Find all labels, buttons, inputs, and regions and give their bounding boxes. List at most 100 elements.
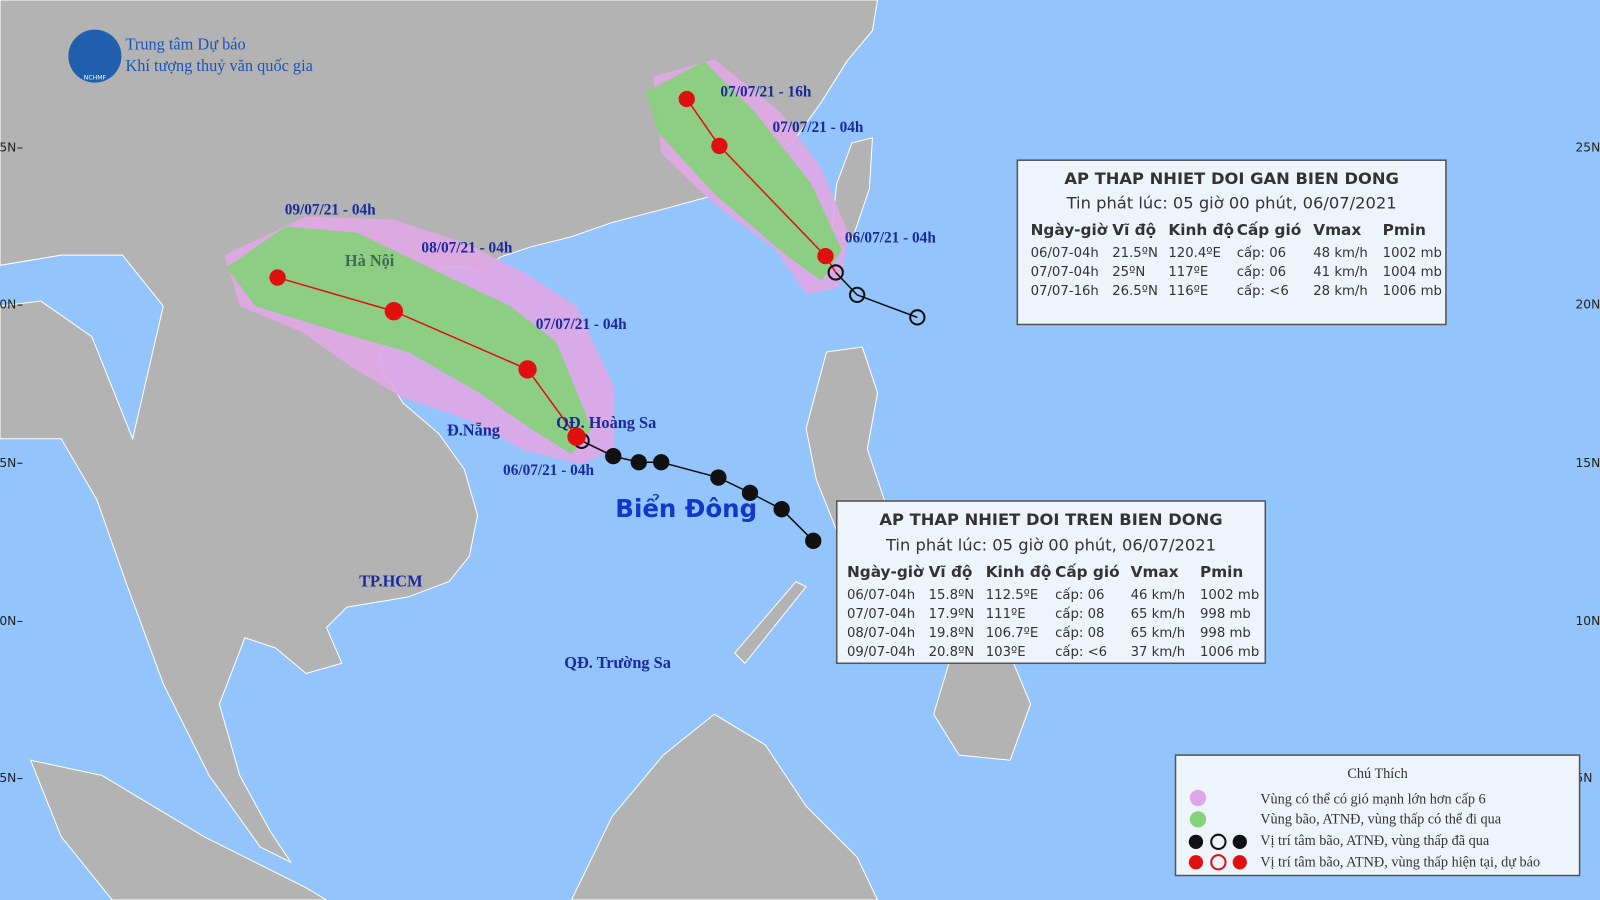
- table-cell: 1004 mb: [1383, 265, 1442, 280]
- forecast-track: [277, 276, 578, 438]
- lat-label: 25N: [0, 140, 16, 154]
- track-label: 09/07/21 - 04h: [285, 202, 376, 219]
- table-cell: 65 km/h: [1131, 626, 1186, 641]
- table-cell: 06/07-04h: [1031, 246, 1099, 261]
- column-header: Vĩ độ: [929, 563, 973, 581]
- table-cell: 25ºN: [1112, 265, 1145, 280]
- table-cell: cấp: 06: [1237, 264, 1286, 280]
- table-cell: 07/07-04h: [847, 607, 915, 622]
- track-label: 06/07/21 - 04h: [503, 462, 594, 479]
- land-asia: [0, 0, 879, 864]
- legend-item: Vùng có thể có gió mạnh lớn hơn cấp 6: [1260, 791, 1485, 807]
- forecast-track: [686, 98, 837, 273]
- header-line: Khí tượng thuỷ văn quốc gia: [126, 56, 314, 75]
- table-cell: cấp: 06: [1055, 587, 1104, 603]
- table-cell: 1006 mb: [1200, 645, 1259, 660]
- track-label: 07/07/21 - 16h: [720, 83, 811, 100]
- table-cell: 09/07-04h: [847, 645, 915, 660]
- table-cell: 111ºE: [986, 607, 1026, 622]
- table-cell: 48 km/h: [1313, 246, 1368, 261]
- table-cell: 106.7ºE: [986, 626, 1039, 641]
- lat-label: 15N: [1576, 456, 1600, 470]
- lat-label: 20N: [1576, 298, 1600, 312]
- logo: [68, 29, 122, 83]
- column-header: Ngày-giờ: [1031, 221, 1108, 239]
- land-taiwan: [831, 137, 873, 241]
- table-cell: 65 km/h: [1131, 607, 1186, 622]
- table-cell: 07/07-04h: [1031, 265, 1099, 280]
- lat-label: 10N: [0, 614, 16, 628]
- table-cell: 116ºE: [1168, 284, 1208, 299]
- box-title: AP THAP NHIET DOI TREN BIEN DONG: [879, 510, 1222, 529]
- land-borneo: [570, 713, 879, 900]
- column-header: Kinh độ: [1168, 221, 1234, 239]
- legend-item: Vùng bão, ATNĐ, vùng thấp có thể đi qua: [1260, 812, 1502, 828]
- table-cell: 41 km/h: [1313, 265, 1368, 280]
- cone-track: [226, 226, 592, 455]
- box-title: AP THAP NHIET DOI GAN BIEN DONG: [1064, 169, 1399, 188]
- lat-label: 15N: [0, 456, 16, 470]
- info-box: AP THAP NHIET DOI GAN BIEN DONG Tin phát…: [1016, 159, 1447, 326]
- logo-text: NCHMF: [84, 75, 107, 82]
- table-cell: 112.5ºE: [986, 588, 1039, 603]
- lat-label: 10N: [1576, 614, 1600, 628]
- box-issued: Tin phát lúc: 05 giờ 00 phút, 06/07/2021: [1066, 194, 1397, 213]
- place-label: QĐ. Trường Sa: [564, 653, 671, 672]
- track-label: 07/07/21 - 04h: [772, 119, 863, 136]
- table-cell: 103ºE: [986, 645, 1026, 660]
- lat-label: 20N: [0, 298, 16, 312]
- lat-label: 25N: [1576, 140, 1600, 154]
- table-cell: 46 km/h: [1131, 588, 1186, 603]
- column-header: Cấp gió: [1237, 221, 1302, 239]
- table-cell: 08/07-04h: [847, 626, 915, 641]
- table-cell: 1002 mb: [1383, 246, 1442, 261]
- table-cell: 21.5ºN: [1112, 246, 1158, 261]
- place-label: Hà Nội: [345, 251, 395, 270]
- table-cell: 06/07-04h: [847, 588, 915, 603]
- table-cell: cấp: <6: [1237, 283, 1289, 299]
- table-cell: 19.8ºN: [929, 626, 975, 641]
- column-header: Kinh độ: [986, 563, 1052, 581]
- table-cell: cấp: 06: [1237, 245, 1286, 261]
- column-header: Ngày-giờ: [847, 563, 924, 581]
- column-header: Vmax: [1313, 221, 1361, 239]
- column-header: Pmin: [1383, 221, 1426, 239]
- table-cell: 117ºE: [1168, 265, 1208, 280]
- table-cell: 998 mb: [1200, 626, 1251, 641]
- table-cell: cấp: 08: [1055, 625, 1104, 641]
- table-cell: 1006 mb: [1383, 284, 1442, 299]
- table-cell: 998 mb: [1200, 607, 1251, 622]
- table-cell: cấp: 08: [1055, 606, 1104, 622]
- latitude-labels: 25N25N20N20N15N15N10N10N5N5N: [0, 140, 1600, 785]
- table-cell: 37 km/h: [1131, 645, 1186, 660]
- track-label: 08/07/21 - 04h: [421, 239, 512, 256]
- place-label: QĐ. Hoàng Sa: [556, 413, 656, 432]
- table-cell: 120.4ºE: [1168, 246, 1221, 261]
- legend-title: Chú Thích: [1347, 766, 1407, 782]
- box-issued: Tin phát lúc: 05 giờ 00 phút, 06/07/2021: [885, 535, 1216, 554]
- legend-item: Vị trí tâm bão, ATNĐ, vùng thấp hiện tại…: [1260, 855, 1540, 871]
- track-label: 06/07/21 - 04h: [845, 229, 936, 246]
- column-header: Vĩ độ: [1112, 221, 1156, 239]
- table-cell: 26.5ºN: [1112, 284, 1158, 299]
- info-box: AP THAP NHIET DOI TREN BIEN DONG Tin phá…: [835, 500, 1267, 665]
- lat-label: 5N: [0, 771, 16, 785]
- table-cell: 07/07-16h: [1031, 284, 1099, 299]
- table-cell: 17.9ºN: [929, 607, 975, 622]
- column-header: Vmax: [1131, 563, 1179, 581]
- sea-label: Biển Đông: [615, 493, 757, 523]
- legend-item: Vị trí tâm bão, ATNĐ, vùng thấp đã qua: [1260, 833, 1490, 849]
- column-header: Pmin: [1200, 563, 1243, 581]
- table-cell: cấp: <6: [1055, 644, 1107, 660]
- place-label: TP.HCM: [359, 571, 422, 590]
- place-label: Đ.Nẵng: [447, 420, 500, 439]
- table-cell: 28 km/h: [1313, 284, 1368, 299]
- header-line: Trung tâm Dự báo: [126, 35, 246, 54]
- forecast-positions: [269, 90, 834, 446]
- table-cell: 20.8ºN: [929, 645, 975, 660]
- column-header: Cấp gió: [1055, 563, 1120, 581]
- table-cell: 15.8ºN: [929, 588, 975, 603]
- land-sumatra: [29, 759, 328, 900]
- past-positions: [573, 264, 926, 549]
- past-track: [835, 271, 918, 319]
